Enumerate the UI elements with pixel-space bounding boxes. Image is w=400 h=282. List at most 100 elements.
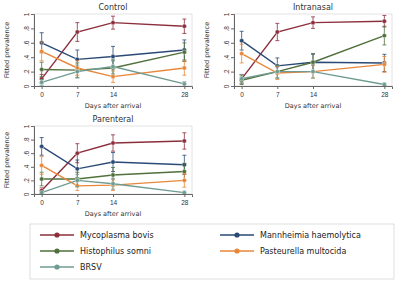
legend-label: Pasteurella multocida (260, 247, 346, 256)
y-tick-mark (231, 43, 234, 44)
x-tick: 0 (40, 86, 44, 98)
x-tick-label: 7 (76, 199, 80, 206)
y-tick-label: 1 (23, 124, 30, 128)
marks (39, 16, 186, 86)
y-tick-mark (231, 86, 234, 87)
error-bar-cap (311, 78, 315, 79)
error-bar-cap (311, 28, 315, 29)
series-line (42, 23, 185, 79)
x-tick: 7 (76, 86, 80, 98)
x-axis-title: Days after arrival (285, 102, 342, 110)
point (182, 82, 186, 86)
x-tick: 28 (181, 194, 189, 206)
error-bar-cap (40, 60, 44, 61)
error-bar (111, 135, 115, 151)
error-bar-cap (75, 174, 79, 175)
error-bar-cap (240, 31, 244, 32)
error-bar (75, 172, 79, 186)
error-bar-cap (275, 65, 279, 66)
x-tick-mark (77, 86, 78, 89)
y-tick-label: .2 (23, 69, 30, 75)
y-tick-mark (231, 57, 234, 58)
y-axis-line (31, 127, 35, 195)
error-bar-cap (240, 83, 244, 84)
error-bar-cap (40, 85, 44, 86)
point (311, 69, 315, 73)
panel: Intranasal0.2.4.6.81071428Days after arr… (203, 3, 393, 110)
y-tick-mark (31, 167, 34, 168)
x-tick: 14 (110, 194, 118, 206)
error-bar-cap (182, 19, 186, 20)
error-bar-cap (111, 82, 115, 83)
x-tick-label: 14 (110, 91, 118, 98)
figure: Control0.2.4.6.81071428Days after arriva… (0, 0, 400, 282)
legend-entry: Histophilus somni (40, 247, 151, 256)
series-line (42, 51, 185, 76)
legend-label: Mannheimia haemolytica (260, 231, 361, 240)
error-bar (40, 62, 44, 76)
point (239, 77, 243, 81)
panel-title: Intranasal (293, 3, 333, 12)
error-bar-cap (311, 54, 315, 55)
y-tick: .2 (23, 178, 34, 184)
error-bar-cap (311, 16, 315, 17)
y-tick-label: 0 (223, 84, 230, 88)
x-axis-line (35, 87, 193, 90)
point (39, 190, 43, 194)
x-tick-label: 14 (110, 199, 118, 206)
point (382, 19, 386, 23)
point (39, 67, 43, 71)
legend-entry: BRSV (40, 263, 102, 272)
error-bar (182, 61, 186, 75)
y-tick-label: 1 (223, 12, 230, 16)
y-axis: 0.2.4.6.81 (23, 12, 35, 88)
y-tick: .8 (23, 26, 34, 32)
error-bar-cap (111, 178, 115, 179)
error-bar-cap (75, 143, 79, 144)
x-tick: 28 (381, 86, 389, 98)
x-axis: 071428 (35, 86, 193, 98)
panel: Parenteral0.2.4.6.81071428Days after arr… (3, 115, 193, 218)
error-bar-cap (311, 65, 315, 66)
plot-area (34, 126, 192, 194)
y-axis-title: Fitted prevalence (203, 22, 211, 78)
y-tick-mark (31, 140, 34, 141)
error-bar-cap (40, 156, 44, 157)
y-tick: 0 (223, 84, 234, 88)
y-tick-label: .2 (23, 178, 30, 184)
y-tick: .2 (23, 69, 34, 75)
error-bar-cap (40, 79, 44, 80)
y-tick-mark (31, 72, 34, 73)
series (239, 65, 386, 86)
error-bar-cap (182, 42, 186, 43)
point (39, 80, 43, 84)
y-tick-mark (231, 28, 234, 29)
error-bar-cap (240, 84, 244, 85)
y-tick-mark (31, 57, 34, 58)
error-bar (75, 63, 79, 77)
series (39, 59, 186, 86)
x-tick-mark (113, 194, 114, 197)
point (275, 69, 279, 73)
error-bar-cap (275, 78, 279, 79)
y-tick-label: .6 (23, 151, 30, 157)
series-line (242, 21, 385, 79)
point (311, 20, 315, 24)
error-bar (275, 23, 279, 40)
x-tick-mark (242, 86, 243, 89)
error-bar (111, 16, 115, 29)
point (239, 77, 243, 81)
point (111, 64, 115, 68)
error-bar-cap (240, 74, 244, 75)
y-tick-mark (31, 28, 34, 29)
error-bar-cap (75, 50, 79, 51)
error-bar-cap (275, 57, 279, 58)
error-bar-cap (111, 152, 115, 153)
error-bar-cap (75, 186, 79, 187)
point (39, 49, 43, 53)
error-bar-cap (75, 190, 79, 191)
legend-label: Histophilus somni (80, 247, 151, 256)
y-tick-mark (31, 194, 34, 195)
error-bar (75, 174, 79, 186)
panel-title: Parenteral (93, 115, 134, 124)
